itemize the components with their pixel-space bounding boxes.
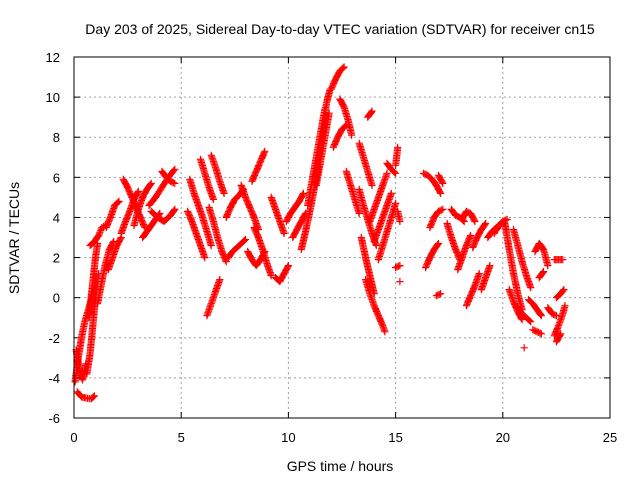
y-tick-label: 4 — [53, 210, 60, 225]
x-tick-label: 10 — [281, 430, 295, 445]
y-tick-label: -6 — [48, 411, 60, 426]
x-tick-label: 15 — [388, 430, 402, 445]
y-tick-label: 12 — [46, 50, 60, 65]
x-axis-title: GPS time / hours — [287, 458, 394, 474]
grid — [74, 57, 610, 418]
y-tick-label: 6 — [53, 170, 60, 185]
x-tick-labels: 0 5 10 15 20 25 — [70, 430, 617, 445]
y-axis-title: SDTVAR / TECUs — [6, 182, 22, 294]
y-tick-label: -2 — [48, 331, 60, 346]
data-points — [71, 63, 569, 403]
sdtvar-point-markers — [71, 63, 569, 403]
x-tick-label: 5 — [178, 430, 185, 445]
axis-ticks — [73, 56, 611, 419]
y-tick-label: -4 — [48, 371, 60, 386]
plot-frame — [73, 56, 611, 419]
x-tick-label: 20 — [496, 430, 510, 445]
y-tick-label: 2 — [53, 251, 60, 266]
chart-title: Day 203 of 2025, Sidereal Day-to-day VTE… — [85, 21, 595, 37]
x-tick-label: 25 — [603, 430, 617, 445]
y-tick-label: 0 — [53, 291, 60, 306]
y-tick-labels: -6 -4 -2 0 2 4 6 8 10 12 — [46, 50, 60, 426]
y-tick-label: 8 — [53, 130, 60, 145]
x-tick-label: 0 — [70, 430, 77, 445]
y-tick-label: 10 — [46, 90, 60, 105]
